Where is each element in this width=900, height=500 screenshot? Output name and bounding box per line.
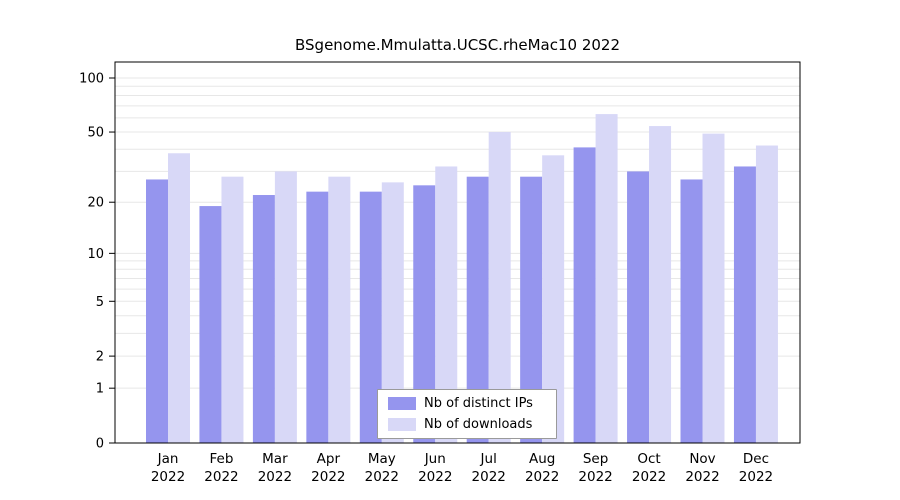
legend-swatch-downloads <box>388 418 416 431</box>
y-tick-label: 2 <box>96 350 104 365</box>
x-tick-label-month: Feb <box>209 451 233 467</box>
bar-downloads <box>168 153 190 443</box>
legend-item-distinct-ips: Nb of distinct IPs <box>388 396 546 411</box>
y-tick-label: 100 <box>79 72 104 87</box>
x-tick-label-year: 2022 <box>151 469 185 485</box>
bar-downloads <box>542 155 565 443</box>
bar-downloads <box>649 126 672 443</box>
chart-title: BSgenome.Mmulatta.UCSC.rheMac10 2022 <box>295 36 620 54</box>
bar-downloads <box>381 182 404 443</box>
legend-swatch-distinct-ips <box>388 397 416 410</box>
bar-downloads <box>755 145 778 443</box>
bar-downloads <box>488 132 511 443</box>
x-tick-label-month: May <box>368 451 396 467</box>
x-tick-label-month: Nov <box>689 451 715 467</box>
y-tick-label: 5 <box>96 295 104 310</box>
x-tick-label-month: Oct <box>637 451 660 467</box>
bar-distinct-ips <box>680 179 703 443</box>
x-tick-label-month: Jun <box>424 451 446 467</box>
bar-distinct-ips <box>413 185 436 443</box>
bar-downloads <box>595 114 618 444</box>
x-tick-label-month: Jan <box>157 451 179 467</box>
x-tick-label-year: 2022 <box>632 469 666 485</box>
x-tick-label-year: 2022 <box>258 469 292 485</box>
y-tick-label: 10 <box>87 247 104 262</box>
bar-distinct-ips <box>733 166 756 444</box>
bar-distinct-ips <box>627 171 650 443</box>
x-tick-label-month: Dec <box>743 451 769 467</box>
bar-downloads <box>274 171 297 443</box>
plot-border <box>114 61 801 444</box>
x-tick-label-year: 2022 <box>418 469 452 485</box>
bar-distinct-ips <box>252 195 275 443</box>
x-tick-label-year: 2022 <box>578 469 612 485</box>
bar-downloads <box>221 176 244 443</box>
x-tick-label-month: Apr <box>317 451 341 467</box>
x-tick-label-year: 2022 <box>365 469 399 485</box>
bar-distinct-ips <box>199 206 222 443</box>
bar-downloads <box>702 133 725 443</box>
x-tick-label-year: 2022 <box>685 469 719 485</box>
bar-distinct-ips <box>359 191 382 443</box>
bar-downloads <box>328 176 351 443</box>
bar-distinct-ips <box>466 176 489 443</box>
x-tick-label-year: 2022 <box>311 469 345 485</box>
x-tick-label-month: Jul <box>480 451 497 467</box>
bar-distinct-ips <box>573 147 596 444</box>
bar-distinct-ips <box>306 191 329 443</box>
legend-label-downloads: Nb of downloads <box>424 417 533 432</box>
y-tick-label: 20 <box>87 196 104 211</box>
bar-distinct-ips <box>146 179 168 443</box>
y-tick-label: 50 <box>87 126 104 141</box>
legend: Nb of distinct IPs Nb of downloads <box>377 389 557 439</box>
x-tick-label-month: Sep <box>583 451 608 467</box>
x-tick-label-year: 2022 <box>472 469 506 485</box>
x-tick-label-year: 2022 <box>739 469 773 485</box>
x-tick-label-month: Aug <box>529 451 555 467</box>
bar-downloads <box>435 166 458 444</box>
x-tick-label-month: Mar <box>262 451 288 467</box>
x-tick-label-year: 2022 <box>204 469 238 485</box>
y-tick-label: 0 <box>96 437 104 452</box>
x-tick-label-year: 2022 <box>525 469 559 485</box>
legend-label-distinct-ips: Nb of distinct IPs <box>424 396 533 411</box>
legend-item-downloads: Nb of downloads <box>388 417 546 432</box>
bar-distinct-ips <box>520 176 543 443</box>
y-tick-label: 1 <box>96 382 104 397</box>
